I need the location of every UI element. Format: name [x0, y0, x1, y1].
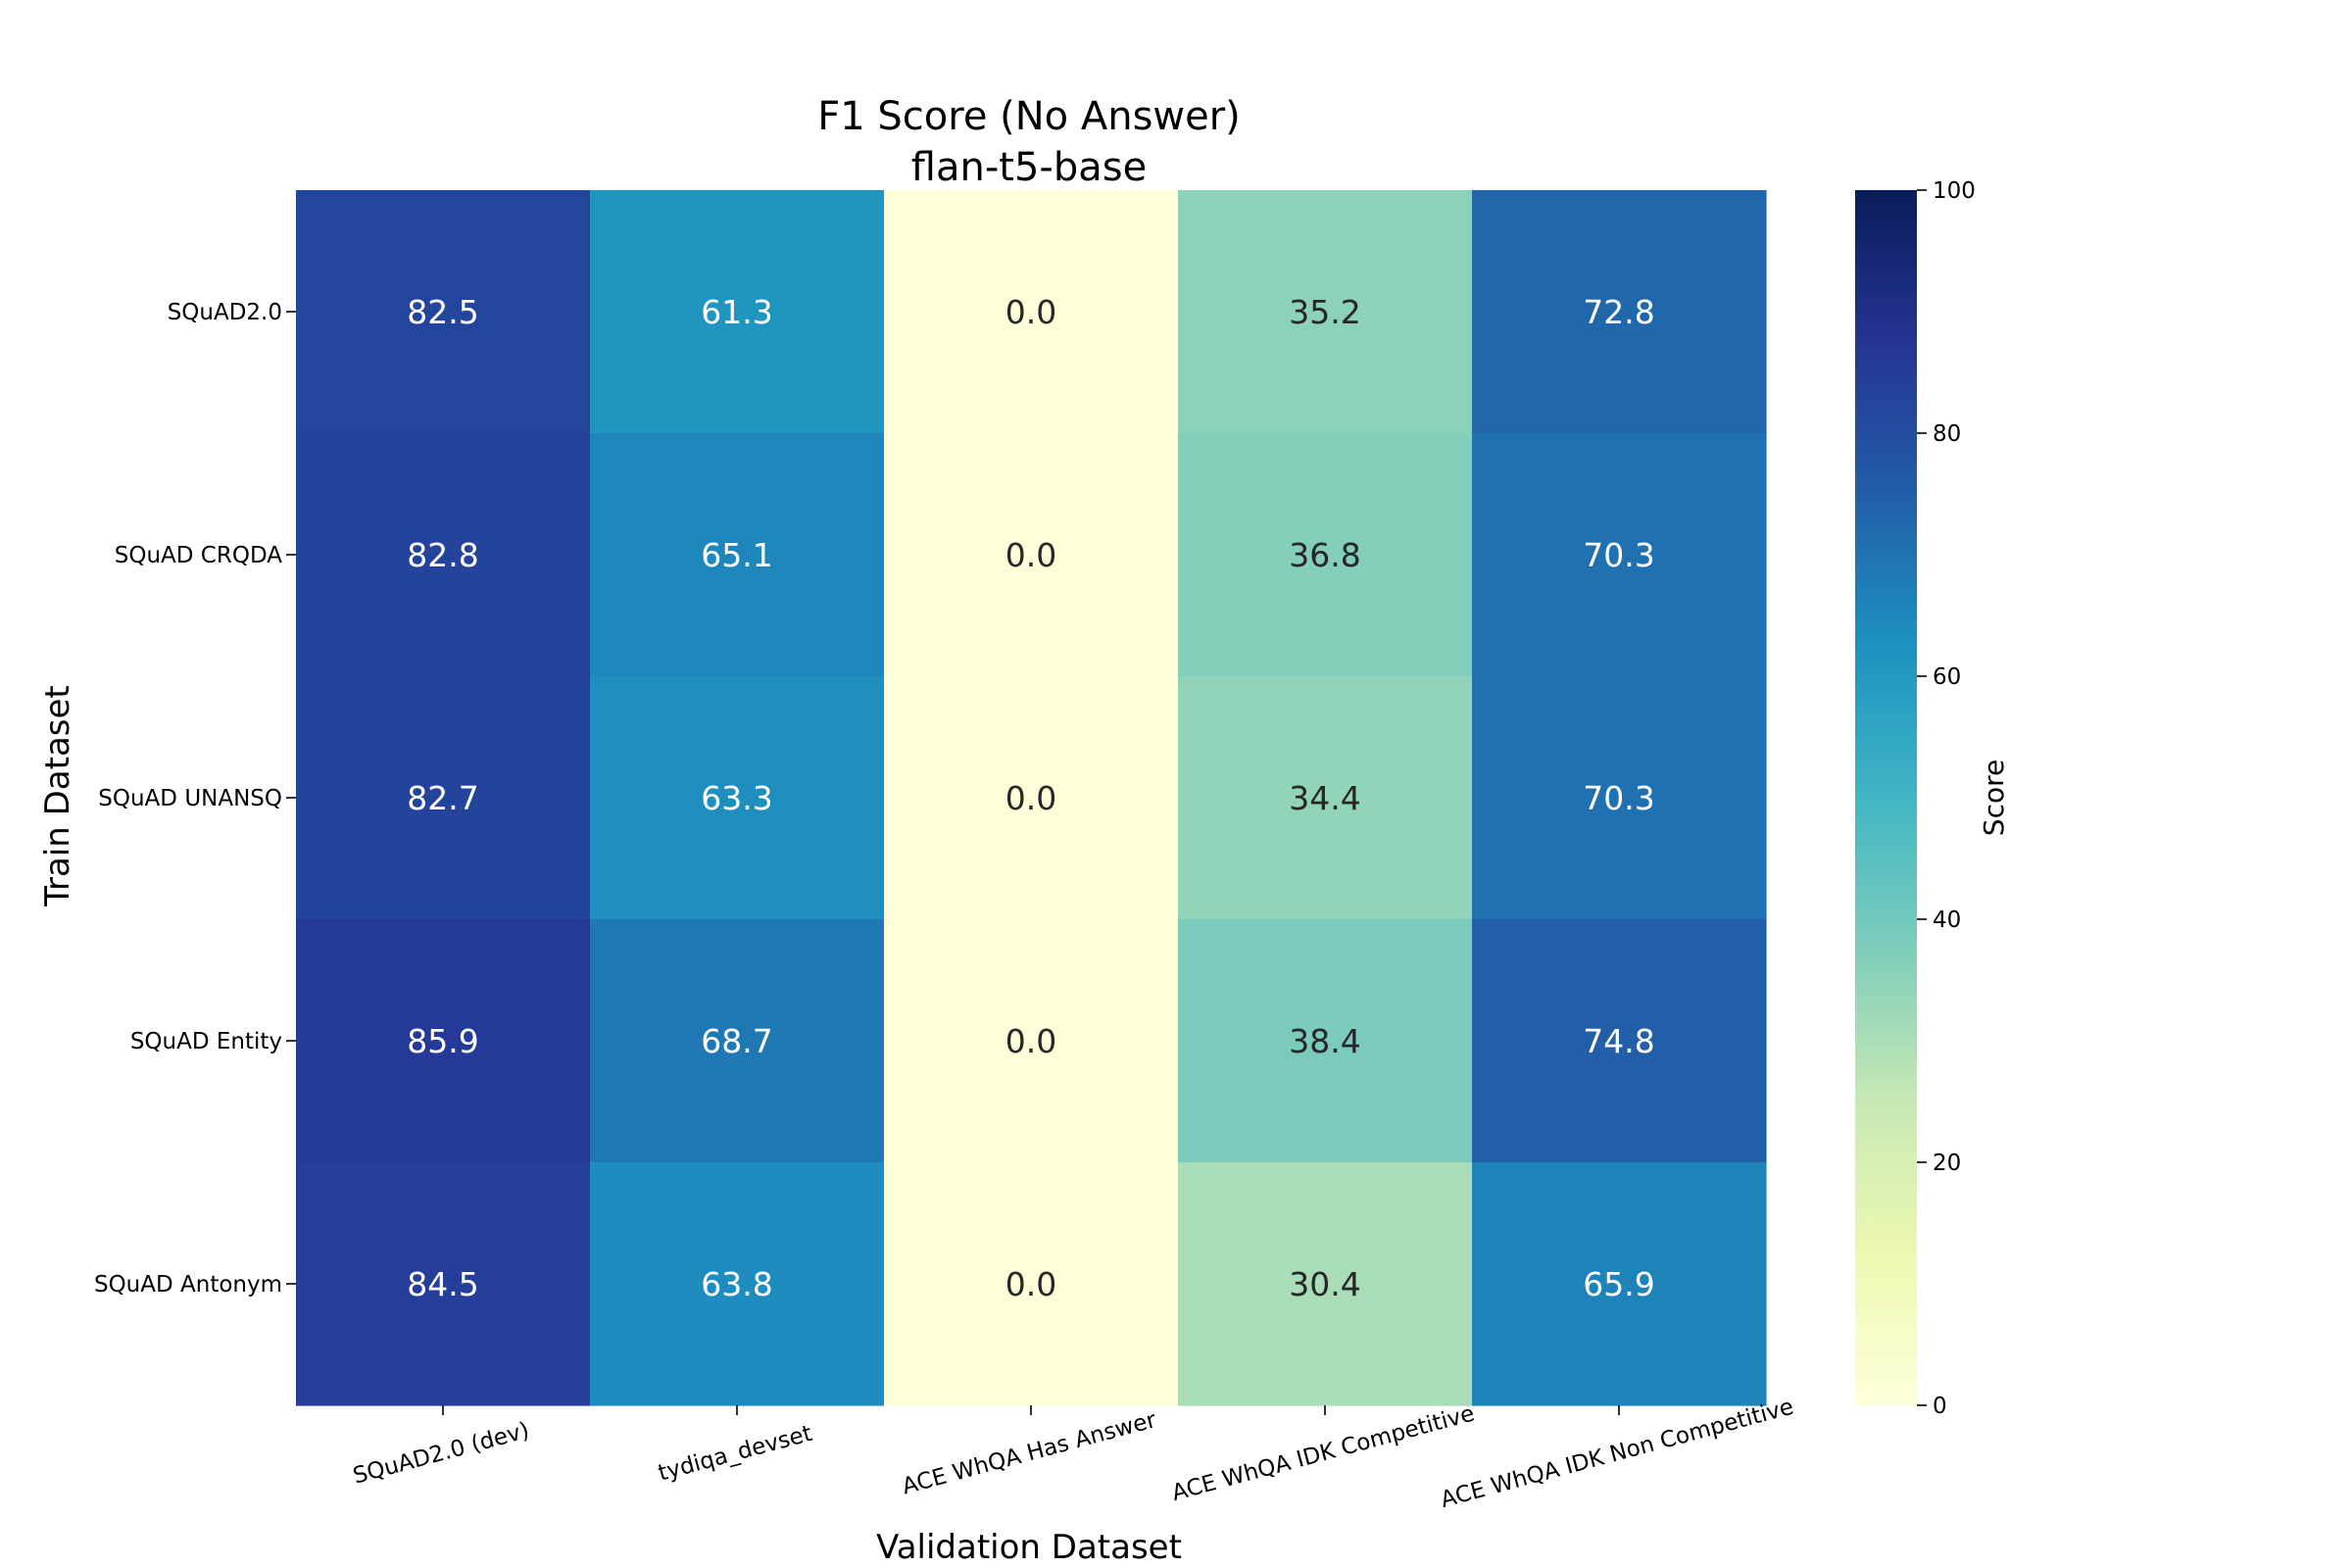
colorbar-tick-label: 80 — [1933, 421, 1961, 447]
heatmap-cell — [296, 919, 591, 1163]
cell-value-label: 0.0 — [1005, 536, 1056, 574]
heatmap-cell — [1178, 190, 1473, 434]
heatmap-cells: 82.5 61.3 0.0 35.2 72.8 82.8 65.1 0.0 36.8 70.3 82… — [296, 190, 1767, 1406]
cell-value-label: 65.9 — [1583, 1265, 1654, 1303]
x-axis-tick-labels: SQuAD2.0 (dev) tydiqa_devset ACE WhQA Has … — [351, 1395, 1797, 1513]
cell-value-label: 0.0 — [1005, 779, 1056, 817]
y-tick-label: SQuAD Antonym — [94, 1272, 282, 1298]
cell-value-label: 70.3 — [1583, 779, 1654, 817]
heatmap-cell — [1178, 676, 1473, 920]
y-axis-label: Train Dataset — [38, 685, 77, 907]
x-axis-label: Validation Dataset — [876, 1528, 1182, 1567]
heatmap-cell — [1472, 1162, 1767, 1406]
colorbar-tick-label: 60 — [1933, 664, 1961, 690]
heatmap-cell — [590, 919, 885, 1163]
heatmap-cell — [1472, 676, 1767, 920]
y-tick-label: SQuAD UNANSQ — [98, 786, 282, 811]
colorbar-tick-label: 20 — [1933, 1151, 1961, 1176]
colorbar-tick-label: 0 — [1933, 1394, 1947, 1419]
cell-value-label: 38.4 — [1289, 1022, 1360, 1060]
cell-value-label: 34.4 — [1289, 779, 1360, 817]
x-tick-label: tydiqa_devset — [656, 1421, 815, 1487]
heatmap-cell — [884, 676, 1179, 920]
cell-value-label: 63.8 — [701, 1265, 772, 1303]
heatmap-cell — [884, 190, 1179, 434]
heatmap-cell — [590, 190, 885, 434]
heatmap-cell — [296, 676, 591, 920]
heatmap-cell — [590, 433, 885, 677]
heatmap-cell — [1472, 190, 1767, 434]
cell-value-label: 84.5 — [407, 1265, 478, 1303]
colorbar — [1855, 190, 1917, 1405]
x-tick-label: ACE WhQA IDK Non Competitive — [1438, 1395, 1796, 1513]
heatmap-cell — [296, 1162, 591, 1406]
colorbar-tick-label: 100 — [1933, 178, 1976, 204]
heatmap-cell — [590, 1162, 885, 1406]
heatmap-cell — [296, 190, 591, 434]
heatmap-cell — [1178, 1162, 1473, 1406]
cell-value-label: 30.4 — [1289, 1265, 1360, 1303]
cell-value-label: 65.1 — [701, 536, 772, 574]
cell-value-label: 36.8 — [1289, 536, 1360, 574]
colorbar-label: Score — [1978, 760, 2010, 836]
cell-value-label: 35.2 — [1289, 293, 1360, 331]
chart-title: F1 Score (No Answer) — [817, 94, 1241, 139]
x-tick-label: ACE WhQA IDK Competitive — [1169, 1400, 1477, 1506]
y-tick-label: SQuAD CRQDA — [115, 543, 282, 568]
heatmap-cell — [884, 919, 1179, 1163]
heatmap-cell — [1472, 919, 1767, 1163]
heatmap-cell — [1178, 919, 1473, 1163]
y-axis-tick-labels: SQuAD2.0 SQuAD CRQDA SQuAD UNANSQ SQuAD Ent… — [94, 300, 296, 1298]
cell-value-label: 70.3 — [1583, 536, 1654, 574]
cell-value-label: 61.3 — [701, 293, 772, 331]
colorbar-ticks: 0 20 40 60 80 100 — [1917, 178, 1976, 1419]
heatmap-cell — [1472, 433, 1767, 677]
cell-value-label: 82.7 — [407, 779, 478, 817]
heatmap-cell — [296, 433, 591, 677]
cell-value-label: 82.5 — [407, 293, 478, 331]
x-tick-label: SQuAD2.0 (dev) — [351, 1418, 532, 1490]
cell-value-label: 74.8 — [1583, 1022, 1654, 1060]
chart-subtitle: flan-t5-base — [911, 145, 1147, 190]
heatmap-cell — [590, 676, 885, 920]
cell-value-label: 72.8 — [1583, 293, 1654, 331]
x-tick-label: ACE WhQA Has Answer — [900, 1407, 1159, 1499]
cell-value-label: 82.8 — [407, 536, 478, 574]
heatmap-cell — [884, 1162, 1179, 1406]
colorbar-tick-label: 40 — [1933, 907, 1961, 933]
cell-value-label: 0.0 — [1005, 1265, 1056, 1303]
cell-value-label: 85.9 — [407, 1022, 478, 1060]
cell-value-label: 0.0 — [1005, 1022, 1056, 1060]
y-tick-label: SQuAD Entity — [130, 1029, 282, 1054]
heatmap-cell — [1178, 433, 1473, 677]
cell-value-label: 63.3 — [701, 779, 772, 817]
cell-value-label: 68.7 — [701, 1022, 772, 1060]
y-tick-label: SQuAD2.0 — [168, 300, 282, 325]
heatmap-cell — [884, 433, 1179, 677]
cell-value-label: 0.0 — [1005, 293, 1056, 331]
